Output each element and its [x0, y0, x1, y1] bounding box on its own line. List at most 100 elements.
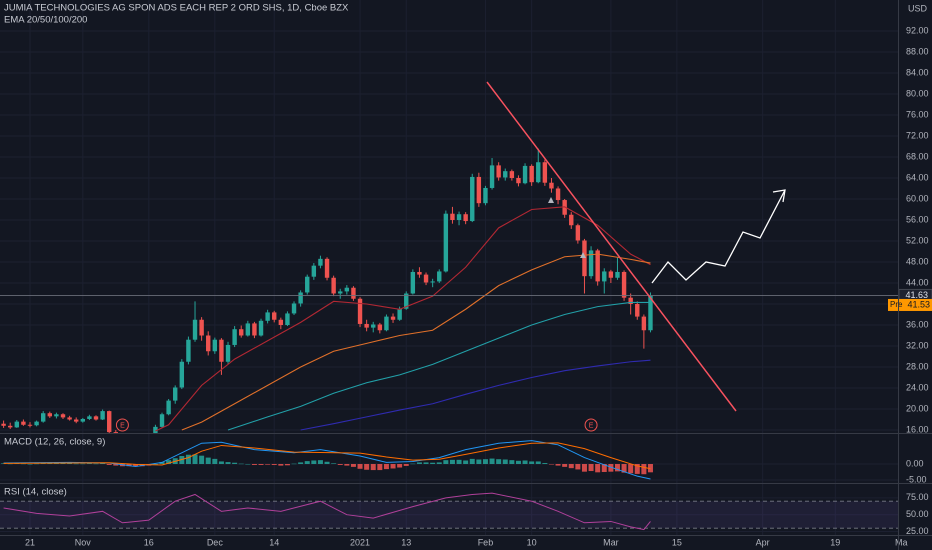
candle-body — [272, 312, 277, 320]
macd-histogram-bar — [377, 463, 383, 471]
candle-body — [641, 316, 647, 331]
indicator-label: MACD (12, 26, close, 9) — [4, 437, 105, 448]
x-tick-label: Dec — [207, 537, 224, 547]
macd-histogram-bar — [430, 462, 436, 464]
candle-body — [21, 421, 26, 425]
ema-line — [227, 301, 651, 431]
x-tick-label: Nov — [75, 537, 92, 547]
candle-body — [219, 339, 224, 362]
ema-line — [300, 359, 651, 431]
candle-body — [456, 214, 462, 220]
candle-body — [245, 323, 251, 336]
earnings-label: E — [589, 422, 594, 429]
candle-body — [588, 250, 594, 277]
candle-body — [555, 188, 561, 201]
macd-histogram-bar — [199, 455, 205, 464]
macd-histogram-bar — [390, 463, 396, 469]
y-tick-label: 44.00 — [906, 277, 929, 287]
macd-histogram-bar — [443, 460, 449, 464]
candle-body — [371, 324, 376, 328]
macd-histogram-bar — [383, 463, 389, 470]
macd-histogram-bar — [476, 459, 482, 464]
drawings — [486, 81, 786, 412]
candle-body — [608, 271, 614, 278]
candle-body — [60, 414, 66, 418]
x-tick-label: 21 — [25, 537, 35, 547]
y-tick-label: 80.00 — [906, 88, 929, 98]
macd-histogram-bar — [529, 461, 535, 464]
candle-body — [404, 293, 409, 309]
macd-histogram-bar — [601, 463, 607, 472]
candle-body — [364, 323, 369, 328]
macd-histogram-bar — [218, 461, 224, 464]
candle-body — [179, 361, 185, 388]
y-tick-label: 32.00 — [906, 340, 929, 350]
x-tick-label: 16 — [144, 537, 154, 547]
macd-histogram-bar — [324, 461, 330, 464]
candle-body — [410, 271, 416, 294]
macd-histogram-bar — [575, 463, 581, 470]
candle-body — [225, 344, 231, 362]
y-tick-label: 60.00 — [906, 193, 929, 203]
macd-histogram-bar — [364, 463, 370, 470]
macd-histogram-bar — [271, 463, 277, 465]
macd-histogram-bar — [133, 463, 139, 467]
candle-body — [93, 416, 99, 420]
y-tick-label: 0.00 — [906, 458, 924, 468]
rsi-band — [0, 501, 898, 529]
candle-body — [34, 421, 39, 426]
indicator-label: EMA 20/50/100/200 — [4, 15, 87, 26]
candle-body — [173, 387, 178, 401]
macd-histogram-bar — [212, 458, 218, 464]
macd-histogram-bar — [581, 463, 587, 472]
candle-body — [199, 319, 204, 336]
macd-histogram-bar — [555, 463, 561, 466]
macd-histogram-bar — [535, 461, 541, 464]
axes: 21 Nov 16 Dec 14 2021 13 Feb 10 Mar 15 Apr 19 Ma 16.00… — [25, 25, 932, 547]
macd-histogram-bar — [542, 463, 548, 464]
candle-body — [166, 400, 171, 415]
macd-histogram-bar — [278, 463, 284, 466]
y-tick-label: 16.00 — [906, 424, 929, 434]
macd-histogram-bar — [502, 459, 508, 464]
candle-body — [463, 214, 468, 222]
y-tick-label: 72.00 — [906, 130, 929, 140]
candle-body — [54, 414, 59, 417]
x-tick-label: 19 — [830, 537, 840, 547]
candle-body — [27, 424, 33, 426]
candle-body — [107, 411, 112, 433]
macd-histogram-bar — [251, 463, 257, 465]
y-tick-label: 56.00 — [906, 214, 929, 224]
candle-body — [496, 165, 501, 178]
candle-body — [516, 177, 521, 184]
candle-body — [159, 414, 165, 427]
signal-marker — [580, 252, 586, 258]
macd-histogram-bar — [152, 463, 158, 465]
macd-histogram-bar — [436, 462, 442, 464]
macd-histogram-bar — [647, 463, 653, 473]
y-tick-label: 36.00 — [906, 319, 929, 329]
candle-body — [621, 271, 627, 298]
candle-body — [285, 313, 290, 325]
candle-body — [437, 271, 442, 282]
candle-body — [423, 274, 429, 283]
candle-body — [522, 165, 528, 184]
candle-body — [265, 312, 270, 321]
macd-histogram-bar — [179, 456, 185, 464]
candle-body — [192, 319, 198, 340]
macd-histogram-bar — [225, 462, 231, 464]
candle-body — [67, 417, 72, 420]
candle-body — [1, 423, 6, 426]
macd-histogram-bar — [410, 463, 416, 465]
candle-body — [344, 287, 350, 292]
signal-marker — [548, 197, 554, 203]
macd-histogram-bar — [265, 463, 271, 465]
x-tick-label: Mar — [603, 537, 619, 547]
x-tick-label: 14 — [269, 537, 279, 547]
candle-body — [450, 213, 455, 220]
x-tick-label: 2021 — [350, 537, 370, 547]
y-tick-label: -5.00 — [906, 474, 927, 484]
candle-body — [311, 265, 317, 277]
